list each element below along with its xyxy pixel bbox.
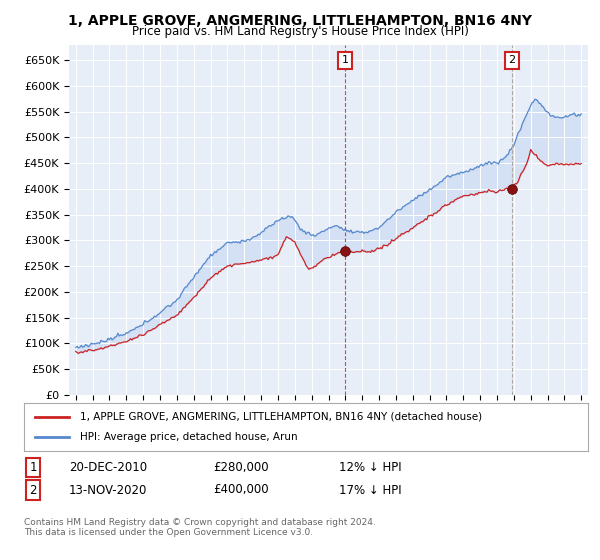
Text: 12% ↓ HPI: 12% ↓ HPI	[339, 461, 401, 474]
Text: 13-NOV-2020: 13-NOV-2020	[69, 483, 148, 497]
Text: 1: 1	[29, 461, 37, 474]
Text: 20-DEC-2010: 20-DEC-2010	[69, 461, 147, 474]
Text: 17% ↓ HPI: 17% ↓ HPI	[339, 483, 401, 497]
Text: HPI: Average price, detached house, Arun: HPI: Average price, detached house, Arun	[80, 432, 298, 442]
Text: 1, APPLE GROVE, ANGMERING, LITTLEHAMPTON, BN16 4NY: 1, APPLE GROVE, ANGMERING, LITTLEHAMPTON…	[68, 14, 532, 28]
Text: Contains HM Land Registry data © Crown copyright and database right 2024.
This d: Contains HM Land Registry data © Crown c…	[24, 518, 376, 538]
Text: 2: 2	[508, 55, 515, 66]
Text: 2: 2	[29, 483, 37, 497]
Text: 1: 1	[341, 55, 349, 66]
Text: £280,000: £280,000	[213, 461, 269, 474]
Text: Price paid vs. HM Land Registry's House Price Index (HPI): Price paid vs. HM Land Registry's House …	[131, 25, 469, 38]
Text: 1, APPLE GROVE, ANGMERING, LITTLEHAMPTON, BN16 4NY (detached house): 1, APPLE GROVE, ANGMERING, LITTLEHAMPTON…	[80, 412, 482, 422]
Text: £400,000: £400,000	[213, 483, 269, 497]
